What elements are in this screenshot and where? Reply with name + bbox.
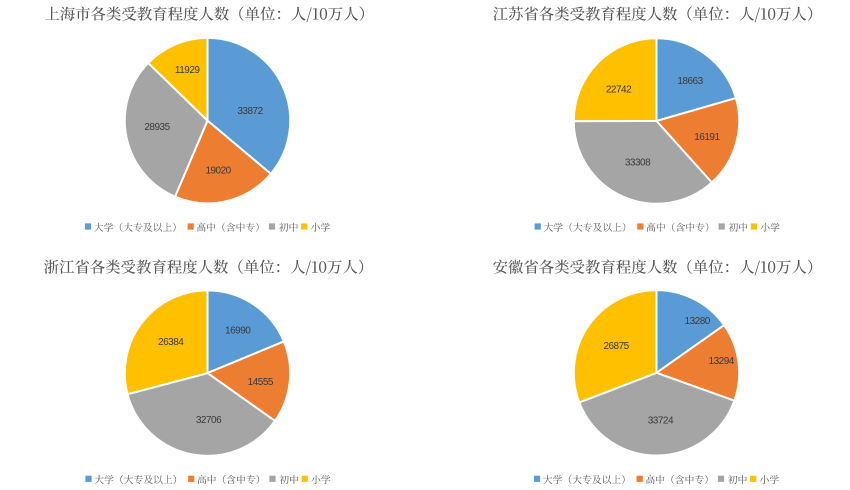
svg-text:11929: 11929	[175, 65, 201, 76]
svg-text:13280: 13280	[685, 316, 711, 327]
svg-text:28935: 28935	[144, 122, 170, 133]
svg-text:14555: 14555	[248, 377, 274, 388]
svg-text:16990: 16990	[225, 326, 251, 337]
svg-text:33724: 33724	[648, 416, 674, 427]
svg-text:26384: 26384	[158, 337, 184, 348]
svg-text:33872: 33872	[237, 106, 263, 117]
svg-text:19020: 19020	[205, 165, 231, 176]
svg-text:16191: 16191	[694, 132, 720, 143]
svg-text:22742: 22742	[606, 85, 632, 96]
svg-text:13294: 13294	[709, 356, 735, 367]
svg-text:32706: 32706	[196, 415, 222, 426]
svg-text:33308: 33308	[625, 157, 651, 168]
svg-text:18663: 18663	[677, 76, 703, 87]
svg-text:26875: 26875	[603, 341, 629, 352]
